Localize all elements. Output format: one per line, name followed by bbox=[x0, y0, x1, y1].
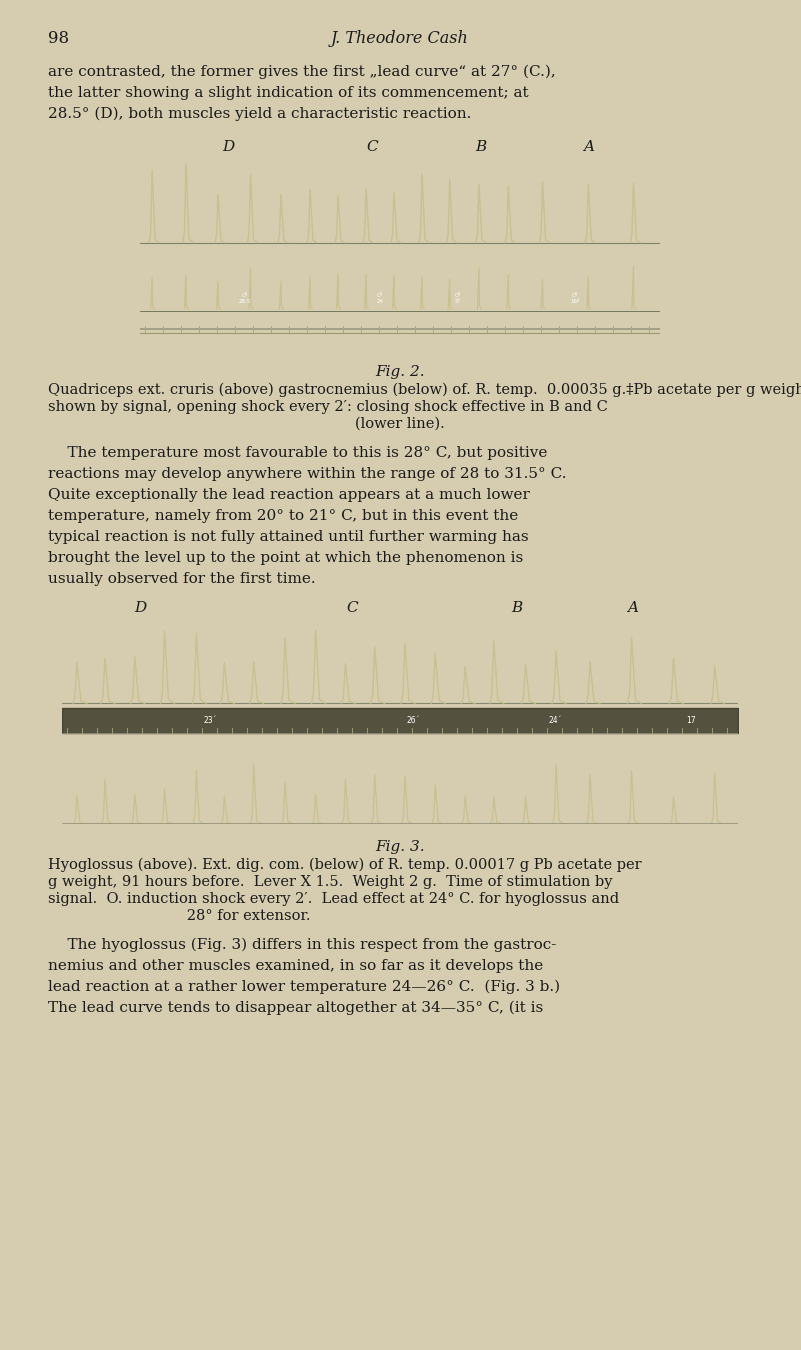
Text: Cº
24: Cº 24 bbox=[376, 293, 384, 304]
Text: are contrasted, the former gives the first „lead curve“ at 27° (C.),: are contrasted, the former gives the fir… bbox=[48, 65, 556, 80]
Text: 26´: 26´ bbox=[407, 716, 421, 725]
Text: D: D bbox=[134, 601, 147, 616]
Text: shown by signal, opening shock every 2′: closing shock effective in B and C: shown by signal, opening shock every 2′:… bbox=[48, 400, 608, 414]
Text: D: D bbox=[222, 140, 235, 154]
Text: signal.  O. induction shock every 2′.  Lead effect at 24° C. for hyoglossus and: signal. O. induction shock every 2′. Lea… bbox=[48, 892, 619, 906]
Text: A: A bbox=[583, 140, 594, 154]
Text: typical reaction is not fully attained until further warming has: typical reaction is not fully attained u… bbox=[48, 531, 529, 544]
Text: C: C bbox=[347, 601, 358, 616]
Text: (lower line).: (lower line). bbox=[355, 417, 445, 431]
Text: Hyoglossus (above). Ext. dig. com. (below) of R. temp. 0.00017 g Pb acetate per: Hyoglossus (above). Ext. dig. com. (belo… bbox=[48, 859, 642, 872]
Text: g weight, 91 hours before.  Lever X 1.5.  Weight 2 g.  Time of stimulation by: g weight, 91 hours before. Lever X 1.5. … bbox=[48, 875, 613, 890]
Text: usually observed for the first time.: usually observed for the first time. bbox=[48, 572, 316, 586]
Text: lead reaction at a rather lower temperature 24—26° C.  (Fig. 3 b.): lead reaction at a rather lower temperat… bbox=[48, 980, 560, 995]
Text: B: B bbox=[475, 140, 486, 154]
Text: Cº
16º: Cº 16º bbox=[570, 293, 580, 304]
Text: reactions may develop anywhere within the range of 28 to 31.5° C.: reactions may develop anywhere within th… bbox=[48, 467, 566, 481]
Text: B: B bbox=[511, 601, 522, 616]
Text: A: A bbox=[627, 601, 638, 616]
Text: C: C bbox=[367, 140, 378, 154]
Text: Cº
28.5: Cº 28.5 bbox=[239, 293, 252, 304]
Text: J. Theodore Cash: J. Theodore Cash bbox=[331, 30, 469, 47]
Text: Quadriceps ext. cruris (above) gastrocnemius (below) of. R. temp.  0.00035 g.‡Pb: Quadriceps ext. cruris (above) gastrocne… bbox=[48, 383, 801, 397]
Text: brought the level up to the point at which the phenomenon is: brought the level up to the point at whi… bbox=[48, 551, 523, 566]
Text: 28° for extensor.: 28° for extensor. bbox=[48, 909, 311, 923]
Text: The temperature most favourable to this is 28° C, but positive: The temperature most favourable to this … bbox=[48, 446, 547, 460]
Text: 23´: 23´ bbox=[204, 716, 217, 725]
Text: the latter showing a slight indication of its commencement; at: the latter showing a slight indication o… bbox=[48, 86, 529, 100]
Text: 17: 17 bbox=[686, 716, 695, 725]
Text: 28.5° (D), both muscles yield a characteristic reaction.: 28.5° (D), both muscles yield a characte… bbox=[48, 107, 471, 122]
Text: Fig. 2.: Fig. 2. bbox=[375, 364, 425, 379]
Text: The lead curve tends to disappear altogether at 34—35° C, (it is: The lead curve tends to disappear altoge… bbox=[48, 1000, 543, 1015]
Text: The hyoglossus (Fig. 3) differs in this respect from the gastroc-: The hyoglossus (Fig. 3) differs in this … bbox=[48, 938, 557, 952]
Text: temperature, namely from 20° to 21° C, but in this event the: temperature, namely from 20° to 21° C, b… bbox=[48, 509, 518, 522]
Text: Cº
5º: Cº 5º bbox=[455, 293, 461, 304]
Text: 24´: 24´ bbox=[549, 716, 562, 725]
Text: 98: 98 bbox=[48, 30, 69, 47]
Text: Fig. 3.: Fig. 3. bbox=[375, 840, 425, 855]
Text: Quite exceptionally the lead reaction appears at a much lower: Quite exceptionally the lead reaction ap… bbox=[48, 487, 530, 502]
Text: nemius and other muscles examined, in so far as it develops the: nemius and other muscles examined, in so… bbox=[48, 958, 543, 973]
